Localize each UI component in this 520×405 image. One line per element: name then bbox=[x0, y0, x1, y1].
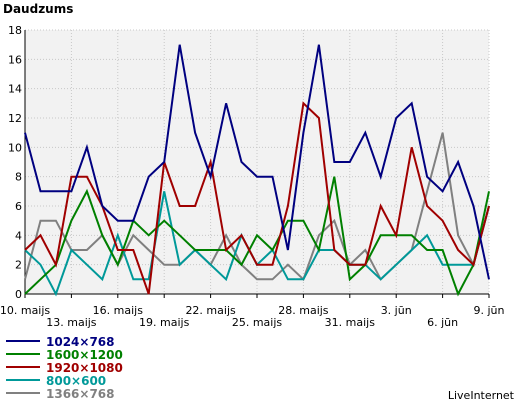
legend-label: 1024×768 bbox=[46, 335, 115, 349]
x-tick-label: 28. maijs bbox=[278, 304, 329, 317]
x-tick-label: 31. maijs bbox=[325, 316, 376, 329]
y-tick-label: 6 bbox=[15, 200, 22, 213]
x-tick-label: 13. maijs bbox=[46, 316, 97, 329]
x-tick-label: 3. jūn bbox=[381, 304, 412, 317]
y-tick-label: 0 bbox=[15, 288, 22, 301]
x-tick-label: 10. maijs bbox=[0, 304, 50, 317]
y-tick-label: 12 bbox=[8, 112, 22, 125]
legend-label: 1600×1200 bbox=[46, 348, 123, 362]
legend-label: 1920×1080 bbox=[46, 361, 123, 375]
x-tick-label: 6. jūn bbox=[427, 316, 458, 329]
x-tick-label: 16. maijs bbox=[93, 304, 144, 317]
y-tick-label: 2 bbox=[15, 259, 22, 272]
x-tick-label: 9. jūn bbox=[474, 304, 505, 317]
x-tick-label: 22. maijs bbox=[185, 304, 236, 317]
series-lines bbox=[24, 44, 490, 297]
chart-title: Daudzums bbox=[3, 2, 73, 16]
legend-label: 1366×768 bbox=[46, 387, 115, 401]
credit-label: LiveInternet bbox=[448, 389, 515, 402]
legend: 1024×7681600×12001920×1080800×6001366×76… bbox=[6, 335, 123, 401]
series-line bbox=[24, 176, 490, 297]
series-line bbox=[24, 44, 490, 280]
y-tick-label: 8 bbox=[15, 171, 22, 184]
x-tick-label: 25. maijs bbox=[232, 316, 283, 329]
y-tick-label: 16 bbox=[8, 53, 22, 66]
y-tick-label: 18 bbox=[8, 24, 22, 37]
legend-label: 800×600 bbox=[46, 374, 106, 388]
y-tick-label: 10 bbox=[8, 141, 22, 154]
y-tick-label: 14 bbox=[8, 83, 22, 96]
x-tick-label: 19. maijs bbox=[139, 316, 190, 329]
y-tick-label: 4 bbox=[15, 229, 22, 242]
